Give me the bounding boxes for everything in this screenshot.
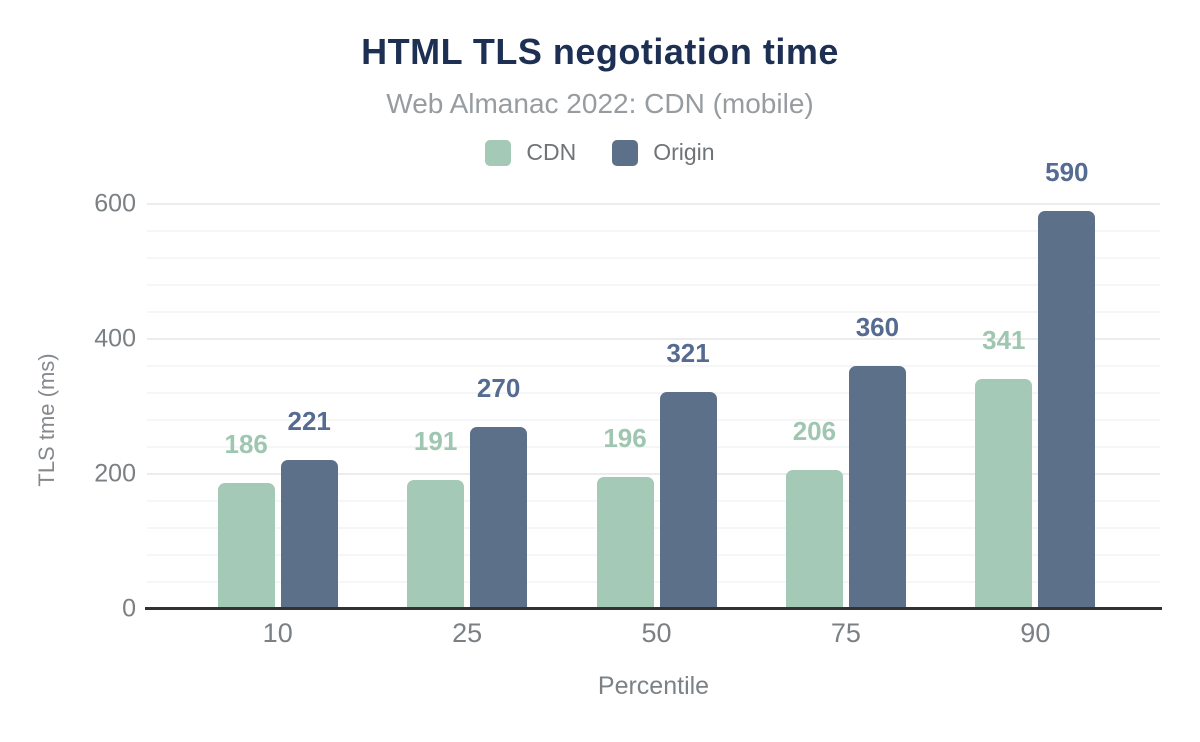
bar-cdn-p90: 341	[975, 327, 1033, 609]
bar-group-p75: 206 360	[751, 204, 940, 609]
x-tick-cell-p10: 10	[183, 618, 372, 649]
legend-label-origin: Origin	[653, 139, 715, 165]
bar-value-origin-p90: 590	[1045, 156, 1089, 187]
gridline-400	[147, 338, 1160, 341]
x-tick-label-10: 10	[262, 618, 293, 648]
legend-swatch-origin	[612, 139, 639, 166]
bar-origin-p10: 221	[280, 408, 338, 609]
legend-label-cdn: CDN	[526, 139, 577, 165]
gridline-280	[147, 419, 1160, 421]
bar-value-cdn-p10: 186	[224, 429, 268, 460]
legend: CDN Origin	[0, 139, 1200, 166]
bar-cdn-p50: 196	[596, 425, 654, 609]
bar-value-cdn-p25: 191	[413, 426, 458, 457]
bar-value-origin-p75: 360	[855, 312, 900, 342]
gridline-240	[147, 446, 1160, 448]
y-tick-label-600: 600	[94, 189, 136, 218]
x-tick-label-50: 50	[641, 618, 672, 648]
x-axis-title: Percentile	[597, 672, 710, 700]
x-tick-cell-p50: 50	[562, 618, 751, 649]
bars-row: 186 221 191 270 196 321 206 360 341 590	[147, 159, 1160, 609]
legend-swatch-cdn	[485, 139, 512, 166]
x-tick-label-25: 25	[452, 618, 483, 648]
bar-cdn-p10: 186	[217, 431, 275, 609]
x-tick-cell-p90: 90	[941, 618, 1130, 649]
bar-value-origin-p10: 221	[287, 405, 331, 436]
x-tick-cell-p25: 25	[372, 618, 561, 649]
plot-area: 186 221 191 270 196 321 206 360 341 590	[147, 159, 1160, 609]
gridline-600	[147, 203, 1160, 205]
legend-item-origin: Origin	[612, 139, 715, 166]
bar-origin-p25: 270	[470, 375, 528, 609]
chart-title: HTML TLS negotiation time	[361, 31, 839, 72]
bar-origin-p50: 321	[659, 340, 717, 609]
gridline-360	[147, 365, 1160, 367]
bar-group-p50: 196 321	[562, 204, 751, 609]
gridline-320	[147, 392, 1160, 395]
gridline-440	[147, 311, 1160, 313]
bar-value-cdn-p75: 206	[792, 415, 837, 446]
gridline-480	[147, 284, 1160, 286]
x-tick-label-75: 75	[830, 618, 861, 648]
y-tick-label-400: 400	[94, 324, 136, 353]
x-axis-ticks: 10 25 50 75 90	[147, 618, 1160, 649]
x-tick-label-90: 90	[1020, 618, 1051, 648]
bar-group-p25: 191 270	[372, 204, 561, 609]
gridline-200	[147, 473, 1160, 476]
bar-value-cdn-p90: 341	[982, 324, 1026, 355]
bar-cdn-p75: 206	[785, 418, 843, 609]
bar-group-p90: 341 590	[941, 159, 1130, 609]
bar-value-origin-p25: 270	[476, 372, 521, 403]
bar-value-cdn-p50: 196	[603, 422, 647, 453]
y-tick-label-0: 0	[122, 594, 136, 623]
chart-subtitle: Web Almanac 2022: CDN (mobile)	[386, 88, 814, 119]
x-axis-line	[145, 607, 1162, 610]
y-tick-label-200: 200	[94, 459, 136, 488]
x-tick-cell-p75: 75	[751, 618, 940, 649]
y-axis-ticks: 0 200 400 600	[0, 191, 136, 621]
gridline-560	[147, 230, 1160, 232]
bar-origin-p90: 590	[1038, 159, 1096, 609]
bar-group-p10: 186 221	[183, 204, 372, 609]
bar-cdn-p25: 191	[407, 428, 465, 609]
bar-value-origin-p50: 321	[666, 338, 710, 369]
legend-item-cdn: CDN	[485, 139, 576, 166]
bar-origin-p75: 360	[848, 314, 906, 609]
gridline-520	[147, 257, 1160, 260]
